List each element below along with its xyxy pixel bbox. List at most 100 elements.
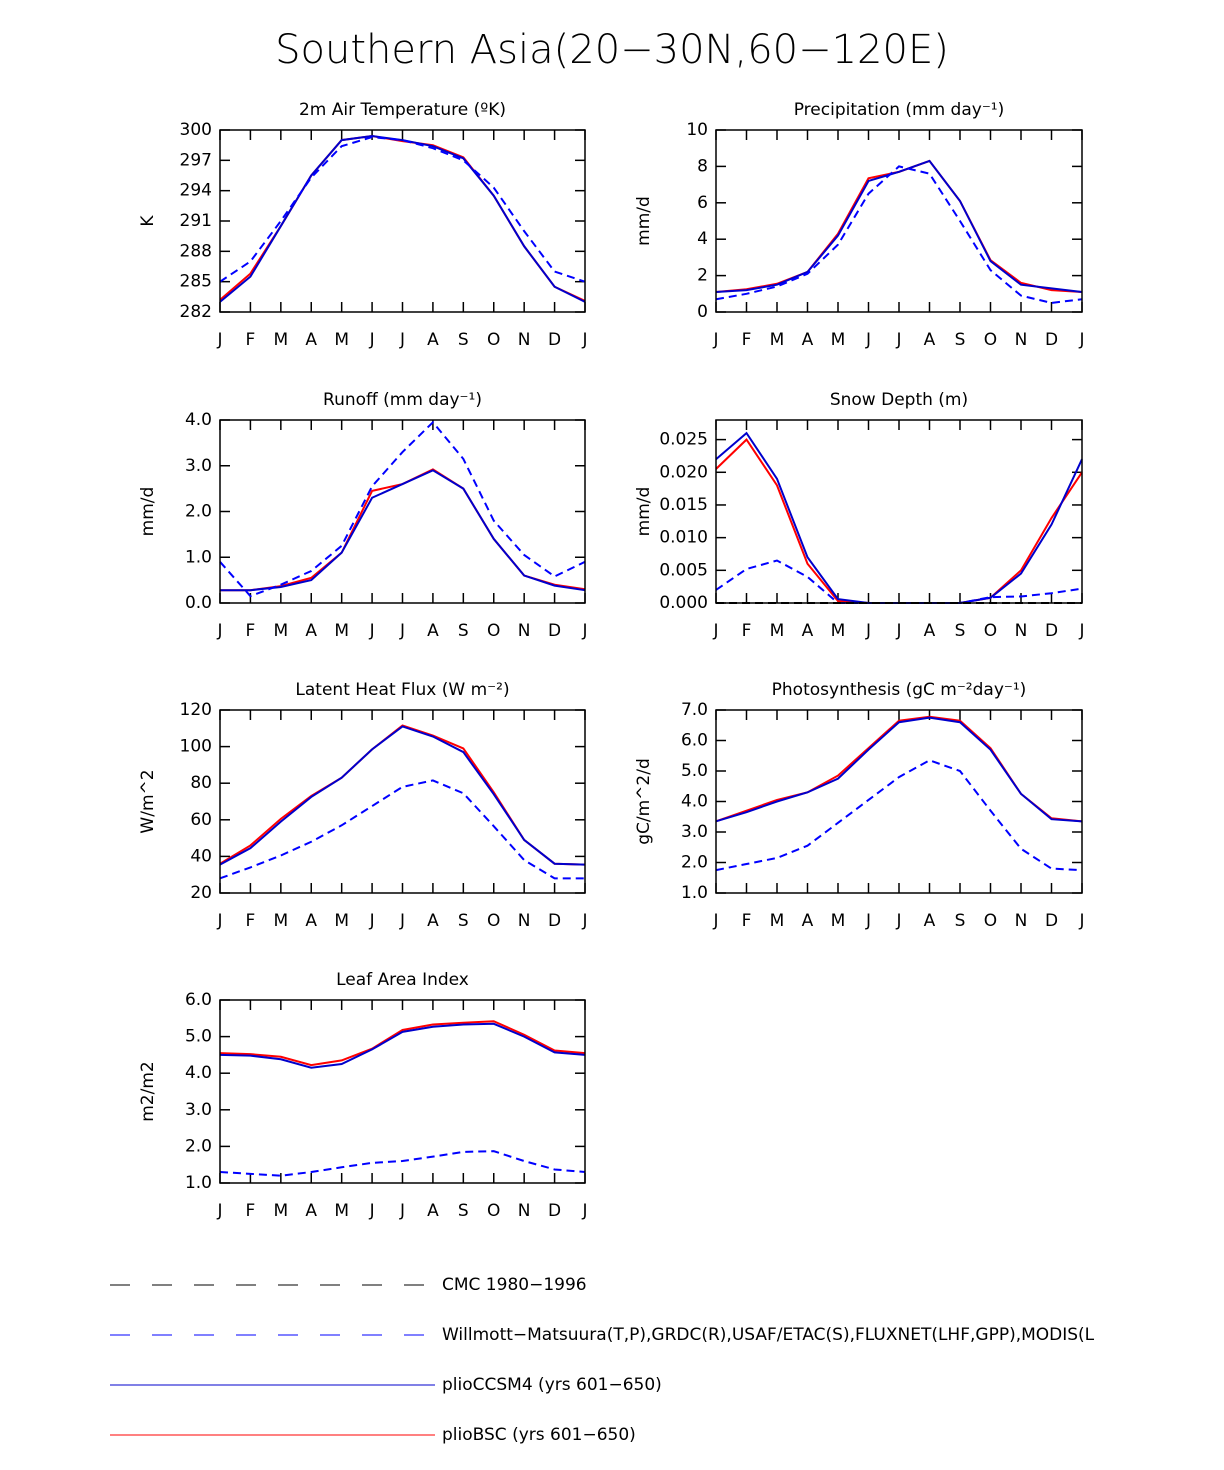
- x-tick-label: J: [369, 330, 375, 350]
- x-tick-label: J: [865, 621, 871, 641]
- x-tick-label: D: [548, 621, 561, 641]
- series-line: [220, 468, 586, 592]
- x-tick-label: F: [246, 1201, 256, 1221]
- x-tick-label: F: [742, 330, 752, 350]
- x-tick-label: J: [581, 330, 587, 350]
- plot-frame: [219, 419, 586, 604]
- series-line: [219, 1150, 586, 1177]
- series-line: [219, 1022, 586, 1069]
- x-tick-label: M: [770, 621, 785, 641]
- series-line: [219, 420, 586, 598]
- x-tick-label: A: [924, 330, 936, 350]
- page-title: Southern Asia(20−30N,60−120E): [275, 27, 949, 73]
- x-tick-label: J: [399, 1201, 405, 1221]
- y-tick-label: 20: [190, 883, 212, 903]
- x-tick-label: N: [1015, 621, 1028, 641]
- y-tick-label: 3.0: [185, 456, 212, 476]
- x-tick-label: A: [305, 1201, 317, 1221]
- x-tick-label: J: [216, 1201, 222, 1221]
- y-tick-label: 2: [697, 266, 708, 286]
- y-tick-label: 0.010: [659, 528, 708, 548]
- panel-title: Snow Depth (m): [830, 390, 968, 410]
- x-tick-label: A: [427, 621, 439, 641]
- y-axis-label: mm/d: [634, 487, 654, 537]
- x-tick-label: J: [895, 330, 901, 350]
- x-tick-label: O: [487, 1201, 500, 1221]
- x-tick-label: M: [831, 911, 846, 931]
- x-tick-label: O: [487, 330, 500, 350]
- y-tick-label: 4: [697, 229, 708, 249]
- y-tick-label: 5.0: [185, 1027, 212, 1047]
- series-line: [219, 779, 585, 880]
- y-tick-label: 4.0: [681, 792, 708, 812]
- series-line: [715, 431, 1083, 604]
- x-tick-label: A: [305, 621, 317, 641]
- y-tick-label: 0.025: [659, 430, 708, 450]
- x-tick-label: O: [487, 621, 500, 641]
- x-tick-label: D: [1045, 911, 1058, 931]
- series-line: [715, 438, 1083, 604]
- y-tick-label: 2.0: [681, 853, 708, 873]
- y-tick-label: 80: [190, 773, 212, 793]
- y-tick-label: 291: [180, 211, 212, 231]
- y-axis-label: mm/d: [634, 196, 654, 246]
- y-tick-label: 285: [180, 272, 212, 292]
- x-tick-label: F: [246, 330, 256, 350]
- plot-frame: [715, 709, 1083, 894]
- x-tick-label: F: [246, 621, 256, 641]
- x-tick-label: N: [518, 621, 531, 641]
- y-tick-label: 0.000: [659, 593, 708, 613]
- x-tick-label: S: [955, 330, 966, 350]
- y-axis-label: K: [138, 215, 158, 227]
- y-tick-label: 3.0: [681, 822, 708, 842]
- x-tick-label: A: [802, 330, 814, 350]
- series-line: [219, 135, 586, 302]
- series-line: [715, 159, 1083, 293]
- x-tick-label: A: [305, 911, 317, 931]
- x-tick-label: O: [984, 911, 997, 931]
- x-tick-label: A: [427, 330, 439, 350]
- x-tick-label: J: [865, 330, 871, 350]
- x-tick-label: S: [458, 330, 469, 350]
- y-tick-label: 288: [180, 241, 212, 261]
- y-tick-label: 1.0: [185, 1173, 212, 1193]
- y-tick-label: 0.0: [185, 593, 212, 613]
- plot-frame: [715, 419, 1083, 604]
- x-tick-label: A: [802, 621, 814, 641]
- y-tick-label: 8: [697, 156, 708, 176]
- x-tick-label: N: [518, 1201, 531, 1221]
- x-tick-label: M: [770, 911, 785, 931]
- series-line: [219, 725, 586, 866]
- y-tick-label: 6.0: [185, 990, 212, 1010]
- x-tick-label: O: [487, 911, 500, 931]
- x-tick-label: J: [399, 330, 405, 350]
- x-tick-label: J: [581, 1201, 587, 1221]
- y-tick-label: 10: [686, 120, 708, 140]
- x-tick-label: O: [984, 621, 997, 641]
- series-line: [715, 165, 1083, 304]
- y-tick-label: 300: [180, 120, 212, 140]
- x-tick-label: F: [246, 911, 256, 931]
- series-line: [219, 1020, 586, 1067]
- x-tick-label: J: [581, 911, 587, 931]
- x-tick-label: M: [334, 621, 349, 641]
- x-tick-label: M: [831, 330, 846, 350]
- series-line: [715, 759, 1083, 872]
- x-tick-label: J: [712, 330, 718, 350]
- x-tick-label: A: [924, 621, 936, 641]
- x-tick-label: N: [1015, 911, 1028, 931]
- x-tick-label: J: [865, 911, 871, 931]
- x-tick-label: M: [273, 621, 288, 641]
- x-tick-label: J: [712, 621, 718, 641]
- y-tick-label: 0.020: [659, 462, 708, 482]
- y-tick-label: 3.0: [185, 1100, 212, 1120]
- x-tick-label: M: [273, 1201, 288, 1221]
- x-tick-label: M: [334, 1201, 349, 1221]
- legend-label: plioBSC (yrs 601−650): [442, 1425, 636, 1445]
- panel-title: Latent Heat Flux (W m⁻²): [295, 680, 509, 700]
- series-line: [219, 135, 586, 303]
- x-tick-label: A: [427, 1201, 439, 1221]
- y-tick-label: 40: [190, 846, 212, 866]
- x-tick-label: A: [802, 911, 814, 931]
